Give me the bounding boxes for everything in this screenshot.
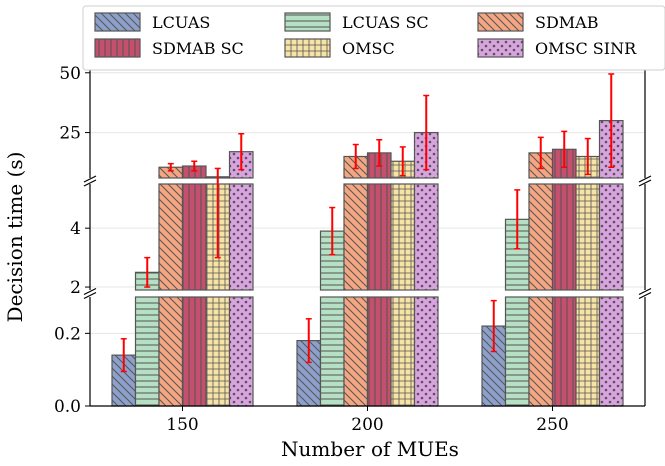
y-tick-label: 0.2 [54, 324, 81, 344]
axis-break-mark [638, 175, 652, 187]
bar [413, 296, 439, 407]
bars-layer [111, 120, 624, 407]
axis-break-mark [638, 287, 652, 300]
y-axis-label: Decision time (s) [3, 152, 27, 323]
legend: LCUAS LCUAS SC SDMAB SDMAB SC OMSC OMSC SINR [82, 5, 665, 71]
bar [551, 296, 577, 407]
bar [551, 183, 577, 291]
y-tick-label: 4 [70, 219, 81, 239]
legend-label: LCUAS SC [342, 13, 429, 32]
legend-entry: SDMAB SC [94, 38, 244, 58]
x-tick-label: 150 [166, 415, 198, 435]
axis-break-mark [83, 175, 97, 187]
axis-break-mark [83, 287, 97, 300]
y-tick-label: 2 [70, 278, 81, 298]
legend-entry: LCUAS [94, 12, 210, 32]
error-bar [352, 143, 359, 170]
bar [343, 183, 369, 291]
bar [504, 296, 530, 407]
legend-entry: SDMAB [477, 12, 598, 32]
error-bar [561, 130, 568, 168]
error-bar [514, 189, 521, 250]
bar [598, 296, 624, 407]
legend-swatch [94, 12, 141, 32]
bar [366, 296, 392, 407]
legend-swatch [477, 12, 524, 32]
bar [575, 296, 601, 407]
y-tick-label: 50 [59, 64, 81, 84]
bar [134, 296, 160, 407]
error-bar [167, 162, 174, 172]
legend-entry: LCUAS SC [284, 12, 429, 32]
bar [205, 296, 231, 407]
bar [598, 183, 624, 291]
error-bar [191, 160, 198, 172]
legend-swatch [477, 38, 524, 58]
bar [390, 183, 416, 291]
bar [528, 183, 554, 291]
legend-entry: OMSC [284, 38, 395, 58]
bar [528, 296, 554, 407]
y-tick-label: 25 [59, 124, 81, 144]
bar [228, 296, 254, 407]
bar [296, 340, 322, 407]
bar [343, 296, 369, 407]
error-bar [144, 256, 151, 288]
bar [158, 296, 184, 407]
error-bar [584, 137, 591, 176]
error-bar [376, 138, 383, 167]
bar [181, 183, 207, 291]
legend-label: OMSC SINR [535, 39, 637, 58]
error-bar [305, 318, 312, 364]
bar [181, 296, 207, 407]
error-bar [537, 136, 544, 170]
bar [413, 183, 439, 291]
error-bar [423, 94, 430, 171]
error-bar [608, 73, 615, 168]
y-tick-label: 0.0 [54, 397, 81, 417]
legend-label: LCUAS [152, 13, 210, 32]
error-bar [120, 338, 127, 373]
x-tick-label: 250 [536, 415, 568, 435]
legend-label: SDMAB SC [152, 39, 244, 58]
bar [481, 325, 507, 407]
bar [158, 183, 184, 291]
ticks-layer: 0.0 0.2 2 4 25 50 150 200 250 [54, 64, 569, 435]
error-bar [490, 299, 497, 353]
x-tick-label: 200 [351, 415, 383, 435]
legend-swatch [284, 38, 331, 58]
legend-label: SDMAB [535, 13, 598, 32]
legend-swatch [284, 12, 331, 32]
error-bar [238, 133, 245, 171]
bar [319, 230, 345, 291]
error-bar [329, 206, 336, 256]
error-bar [399, 146, 406, 177]
bar [390, 296, 416, 407]
bar [575, 183, 601, 291]
error-bars-layer [120, 73, 615, 373]
bar [504, 218, 530, 291]
bar [228, 183, 254, 291]
bar [319, 296, 345, 407]
bar [366, 183, 392, 291]
legend-entry: OMSC SINR [477, 38, 637, 58]
legend-label: OMSC [342, 39, 395, 58]
x-axis-label: Number of MUEs [281, 437, 459, 461]
legend-swatch [94, 38, 141, 58]
error-bar [214, 167, 221, 259]
